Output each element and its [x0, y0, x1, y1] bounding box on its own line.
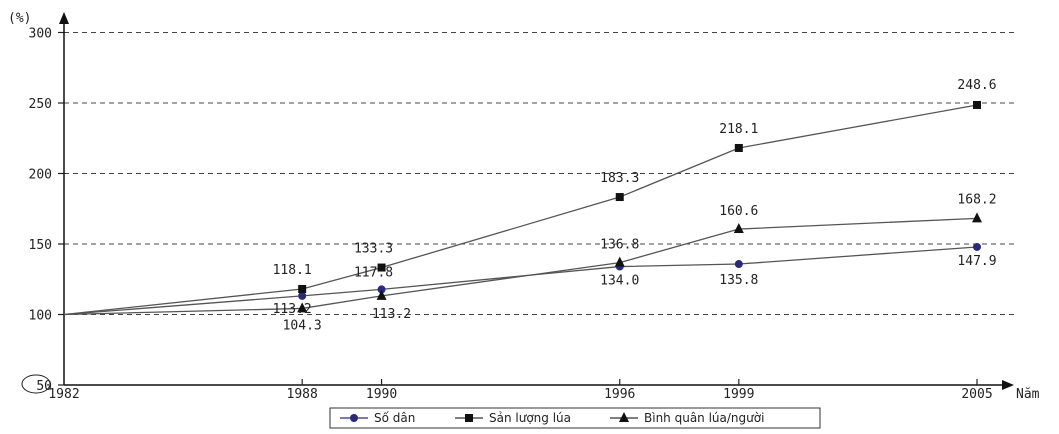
x-tick-label-2005: 2005	[961, 387, 992, 402]
data-label-2-1988: 104.3	[283, 318, 322, 333]
data-label-1-2005: 248.6	[957, 78, 996, 93]
series-0-point-1999	[734, 260, 743, 269]
x-tick-label-1988: 1988	[287, 387, 318, 402]
series-0-point-1990	[377, 285, 386, 294]
axis-break-mark	[21, 374, 51, 394]
x-tick-label-1999: 1999	[723, 387, 754, 402]
data-label-1-1990: 133.3	[354, 242, 393, 257]
y-tick-label-100: 100	[29, 309, 52, 324]
data-label-0-1999: 135.8	[719, 273, 758, 288]
legend-box	[329, 407, 821, 429]
series-line-2	[63, 217, 978, 316]
data-label-2-2005: 168.2	[957, 192, 996, 207]
data-labels: 113.2 117.8 134.0 135.8 147.9 118.1 133.3 183.3…	[273, 78, 997, 333]
axes: 50 100 150 200 250 300(%) Năm 1982 1988 1990 1996 1…	[8, 11, 1040, 402]
legend: Số dân Sản lượng lúa Bình quân lúa/người	[329, 407, 821, 429]
series-1-point-1996	[615, 193, 624, 202]
legend-marker-0	[350, 414, 358, 422]
x-axis-arrow	[1002, 380, 1014, 390]
data-label-1-1999: 218.1	[719, 122, 758, 137]
series-2-point-1996	[614, 256, 625, 267]
y-axis-arrow	[59, 12, 69, 24]
data-label-0-1990: 117.8	[354, 265, 393, 280]
x-tick-label-1982: 1982	[48, 387, 79, 402]
data-label-1-1996: 183.3	[600, 171, 639, 186]
legend-marker-1	[465, 414, 473, 422]
series-line-0	[63, 246, 978, 316]
series-2-point-2005	[972, 212, 982, 223]
series-line-1	[63, 104, 978, 316]
series-2-point-1988	[297, 302, 308, 313]
legend-marker-2	[619, 412, 629, 422]
x-tick-label-1996: 1996	[604, 387, 635, 402]
legend-label-0: Số dân	[374, 411, 415, 425]
data-label-0-1996: 134.0	[600, 274, 639, 289]
grid	[64, 32, 1018, 315]
series-1-point-1990	[377, 263, 386, 272]
data-label-2-1996: 136.8	[600, 238, 639, 253]
series-2-point-1990	[376, 289, 387, 300]
series-2-point-1999	[733, 223, 744, 234]
y-tick-label-300: 300	[29, 27, 52, 42]
y-tick-label-200: 200	[29, 168, 52, 183]
legend-label-1: Sản lượng lúa	[489, 411, 571, 425]
y-tick-label-250: 250	[29, 97, 52, 112]
series-1-point-1999	[734, 143, 743, 152]
series-1-point-1988	[298, 284, 307, 293]
x-tick-label-1990: 1990	[366, 387, 397, 402]
data-label-1-1988: 118.1	[273, 263, 312, 278]
y-tick-label-150: 150	[29, 238, 52, 253]
series-1-point-2005	[973, 100, 981, 109]
y-tick-label-50: 50	[36, 379, 52, 394]
data-label-2-1999: 160.6	[719, 204, 758, 219]
series-group	[63, 100, 982, 316]
y-axis-label: (%)	[8, 11, 31, 26]
series-0-point-2005	[973, 242, 981, 251]
series-0-point-1988	[298, 291, 307, 300]
data-label-0-2005: 147.9	[957, 254, 996, 269]
x-axis-label: Năm	[1016, 387, 1040, 402]
data-label-2-1990: 113.2	[372, 307, 411, 322]
legend-label-2: Bình quân lúa/người	[644, 411, 764, 425]
data-label-0-1988: 113.2	[273, 302, 312, 317]
